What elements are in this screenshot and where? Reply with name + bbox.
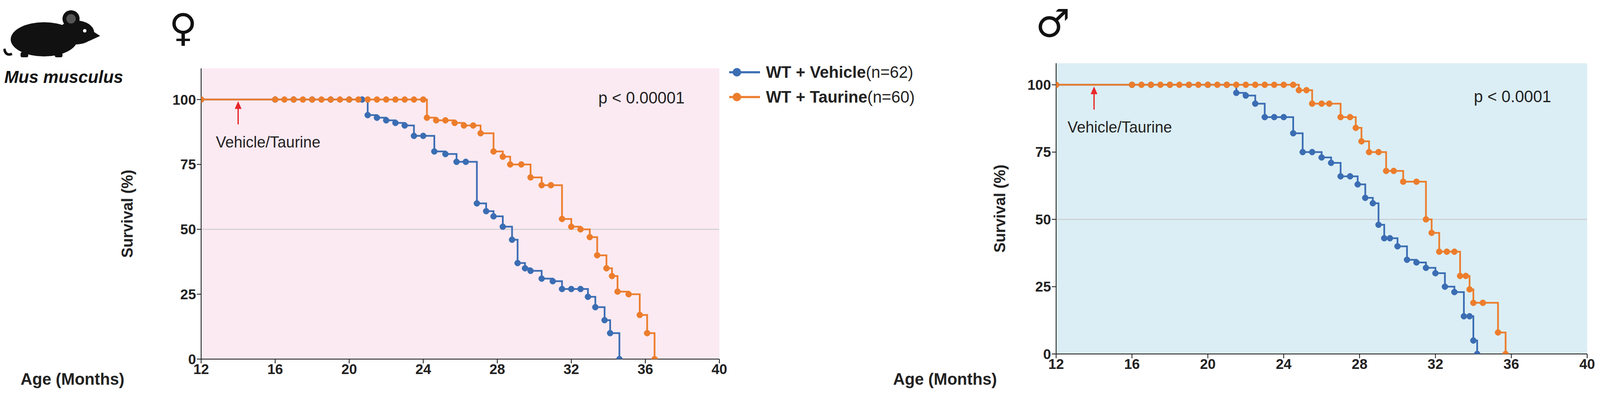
- html-text:Mus musculus: Mus musculus: [4, 67, 124, 87]
- svg-text:20: 20: [341, 361, 358, 378]
- svg-text:40: 40: [711, 361, 728, 378]
- html-text:WT + Taurine (n=60): WT + Taurine (n=60): [765, 87, 915, 106]
- svg-text:Vehicle/Taurine: Vehicle/Taurine: [216, 133, 321, 152]
- svg-text:16: 16: [267, 361, 284, 378]
- html-text:Survival (%): Survival (%): [118, 169, 137, 259]
- html-text:p < 0.00001: p < 0.00001: [598, 89, 685, 107]
- svg-text:50: 50: [180, 221, 196, 238]
- svg-text:40: 40: [1579, 356, 1596, 373]
- svg-text:12: 12: [1048, 356, 1064, 373]
- html-text:WT + Vehicle (n=62): WT + Vehicle (n=62): [765, 63, 914, 82]
- svg-text:36: 36: [1503, 356, 1520, 373]
- svg-text:75: 75: [180, 156, 196, 173]
- svg-text:75: 75: [1035, 144, 1051, 161]
- svg-text:25: 25: [180, 286, 196, 303]
- svg-text:32: 32: [1427, 356, 1444, 373]
- svg-text:100: 100: [172, 92, 196, 108]
- svg-text:Vehicle/Taurine: Vehicle/Taurine: [1067, 118, 1173, 137]
- svg-text:20: 20: [1199, 356, 1216, 373]
- svg-text:24: 24: [415, 361, 432, 378]
- html-text:Survival (%): Survival (%): [991, 164, 1009, 253]
- svg-text:28: 28: [489, 361, 506, 378]
- svg-text:50: 50: [1035, 211, 1051, 228]
- html-text:Age (Months): Age (Months): [893, 370, 997, 389]
- svg-text:25: 25: [1035, 279, 1051, 295]
- svg-text:0: 0: [1043, 346, 1051, 363]
- svg-text:12: 12: [193, 361, 209, 378]
- svg-text:24: 24: [1275, 356, 1292, 373]
- html-text:p < 0.0001: p < 0.0001: [1473, 87, 1552, 106]
- html-text:Age (Months): Age (Months): [20, 370, 125, 389]
- svg-text:32: 32: [563, 361, 580, 378]
- svg-text:28: 28: [1351, 356, 1368, 373]
- svg-text:0: 0: [188, 351, 196, 368]
- svg-text:16: 16: [1124, 356, 1140, 373]
- svg-text:100: 100: [1027, 77, 1051, 93]
- svg-text:36: 36: [637, 361, 654, 378]
